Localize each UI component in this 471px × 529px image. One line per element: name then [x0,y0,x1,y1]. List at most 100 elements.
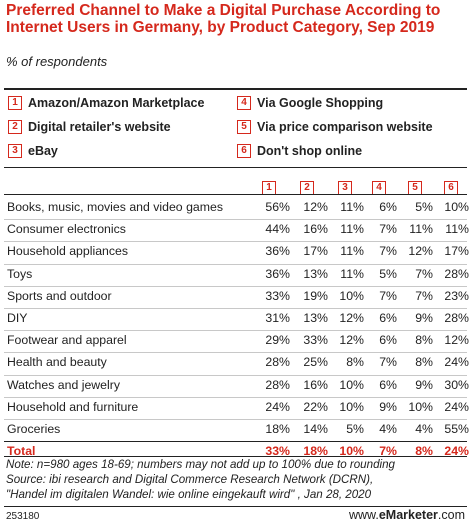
cell-col-2: 12% [303,200,328,214]
cell-col-1: 31% [265,311,290,325]
row-label: Groceries [7,422,61,436]
total-row: Total 33% 18% 10% 7% 8% 24% [4,442,469,462]
cell-col-4: 7% [379,222,397,236]
legend-label-6: Don't shop online [257,144,363,158]
column-number-4: 4 [372,181,386,195]
top-rule [4,88,467,90]
legend-item-1: 1 Amazon/Amazon Marketplace [8,95,204,111]
cell-col-5: 8% [415,444,433,458]
cell-col-3: 8% [346,355,364,369]
column-header-3: 3 [338,177,352,195]
cell-col-5: 8% [415,355,433,369]
column-number-1: 1 [262,181,276,195]
cell-col-3: 10% [339,289,364,303]
chart-subtitle: % of respondents [6,54,108,69]
row-label: Toys [7,267,33,281]
table-row: Household and furniture 24% 22% 10% 9% 10% 24% [4,398,469,418]
cell-col-3: 11% [340,222,364,236]
cell-col-3: 10% [339,378,364,392]
cell-col-3: 11% [340,200,364,214]
legend-number-5: 5 [237,120,251,134]
cell-col-6: 12% [444,333,469,347]
cell-col-6: 55% [444,422,469,436]
cell-col-2: 19% [303,289,328,303]
cell-col-1: 33% [265,289,290,303]
cell-col-1: 28% [265,378,290,392]
cell-col-2: 25% [303,355,328,369]
cell-col-5: 10% [408,400,433,414]
cell-col-4: 4% [379,422,397,436]
row-separator [4,264,467,265]
cell-col-2: 17% [303,244,328,258]
cell-col-2: 16% [303,222,328,236]
cell-col-1: 44% [265,222,290,236]
cell-col-3: 11% [340,244,364,258]
cell-col-2: 13% [303,311,328,325]
row-label: Household and furniture [7,400,139,414]
column-header-1: 1 [262,177,276,195]
cell-col-6: 17% [444,244,469,258]
total-label: Total [7,444,36,458]
table-row: Watches and jewelry 28% 16% 10% 6% 9% 30% [4,376,469,396]
cell-col-6: 23% [444,289,469,303]
table-row: Household appliances 36% 17% 11% 7% 12% 17% [4,242,469,262]
chart-title: Preferred Channel to Make a Digital Purc… [6,2,441,36]
row-separator [4,441,467,442]
row-separator [4,419,467,420]
row-separator [4,397,467,398]
cell-col-1: 24% [265,400,290,414]
source-title-line: "Handel im digitalen Wandel: wie online … [6,488,372,501]
cell-col-1: 28% [265,355,290,369]
cell-col-2: 16% [303,378,328,392]
cell-col-4: 7% [379,444,397,458]
legend-rule [4,167,467,168]
brand-suffix: .com [437,508,465,522]
legend-label-5: Via price comparison website [257,120,433,134]
cell-col-5: 9% [415,378,433,392]
cell-col-2: 18% [303,444,328,458]
row-label: Books, music, movies and video games [7,200,223,214]
table-row: Consumer electronics 44% 16% 11% 7% 11% 11% [4,220,469,240]
cell-col-3: 12% [339,333,364,347]
cell-col-3: 11% [340,267,364,281]
cell-col-2: 22% [303,400,328,414]
cell-col-5: 7% [415,267,433,281]
legend-item-2: 2 Digital retailer's website [8,119,171,135]
table-row: Health and beauty 28% 25% 8% 7% 8% 24% [4,353,469,373]
row-label: Footwear and apparel [7,333,127,347]
cell-col-5: 7% [415,289,433,303]
footer-rule [4,506,467,507]
brand-logo: www.eMarketer.com [349,508,465,522]
table-row: Books, music, movies and video games 56% 1… [4,198,469,218]
cell-col-4: 6% [379,200,397,214]
cell-col-1: 56% [265,200,290,214]
brand-prefix: www. [348,508,379,522]
cell-col-4: 9% [379,400,397,414]
cell-col-3: 12% [339,311,364,325]
cell-col-4: 7% [379,355,397,369]
cell-col-4: 7% [379,289,397,303]
cell-col-6: 30% [444,378,469,392]
cell-col-3: 5% [346,422,364,436]
cell-col-2: 13% [303,267,328,281]
row-label: Health and beauty [7,355,107,369]
cell-col-5: 11% [409,222,433,236]
cell-col-5: 4% [415,422,433,436]
cell-col-6: 11% [445,222,469,236]
column-number-6: 6 [444,181,458,195]
row-label: Household appliances [7,244,129,258]
column-header-5: 5 [408,177,422,195]
legend-item-4: 4 Via Google Shopping [237,95,383,111]
row-label: Consumer electronics [7,222,126,236]
legend-number-2: 2 [8,120,22,134]
legend-number-4: 4 [237,96,251,110]
column-header-2: 2 [300,177,314,195]
cell-col-1: 29% [265,333,290,347]
bottom-rule [4,456,467,457]
legend-label-1: Amazon/Amazon Marketplace [28,96,205,110]
table-row: DIY 31% 13% 12% 6% 9% 28% [4,309,469,329]
row-separator [4,219,467,220]
row-separator [4,352,467,353]
row-separator [4,286,467,287]
note-line: Note: n=980 ages 18-69; numbers may not … [6,458,395,471]
